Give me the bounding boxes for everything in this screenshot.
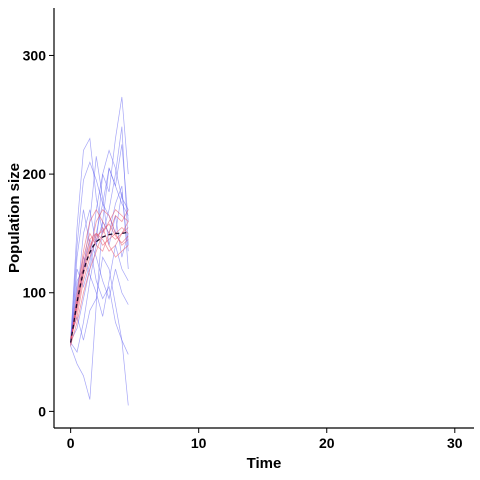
y-axis-title: Population size xyxy=(6,163,23,273)
blue-trajectory-6 xyxy=(70,209,129,355)
red-trajectory-8 xyxy=(70,223,129,340)
y-tick-label-100: 100 xyxy=(23,285,47,301)
x-tick-label-30: 30 xyxy=(447,435,463,451)
x-tick-label-0: 0 xyxy=(67,435,75,451)
red-trajectory-6 xyxy=(70,209,129,346)
blue-trajectory-2 xyxy=(70,144,129,400)
red-trajectory-3 xyxy=(70,209,129,343)
x-tick-label-20: 20 xyxy=(319,435,335,451)
red-trajectory-5 xyxy=(70,208,129,344)
blue-trajectory-3 xyxy=(70,96,129,341)
blue-trajectory-11 xyxy=(70,149,129,344)
blue-trajectory-5 xyxy=(70,256,129,406)
x-tick-label-10: 10 xyxy=(191,435,207,451)
y-tick-label-300: 300 xyxy=(23,47,47,63)
blue-trajectory-7 xyxy=(70,166,129,342)
mean-curve-layer xyxy=(70,231,129,343)
x-axis-title: Time xyxy=(247,455,282,472)
trajectories xyxy=(70,96,129,406)
y-tick-label-200: 200 xyxy=(23,166,47,182)
y-tick-label-0: 0 xyxy=(38,403,46,419)
blue-trajectory-4 xyxy=(70,156,129,344)
mean-curve xyxy=(70,231,129,343)
